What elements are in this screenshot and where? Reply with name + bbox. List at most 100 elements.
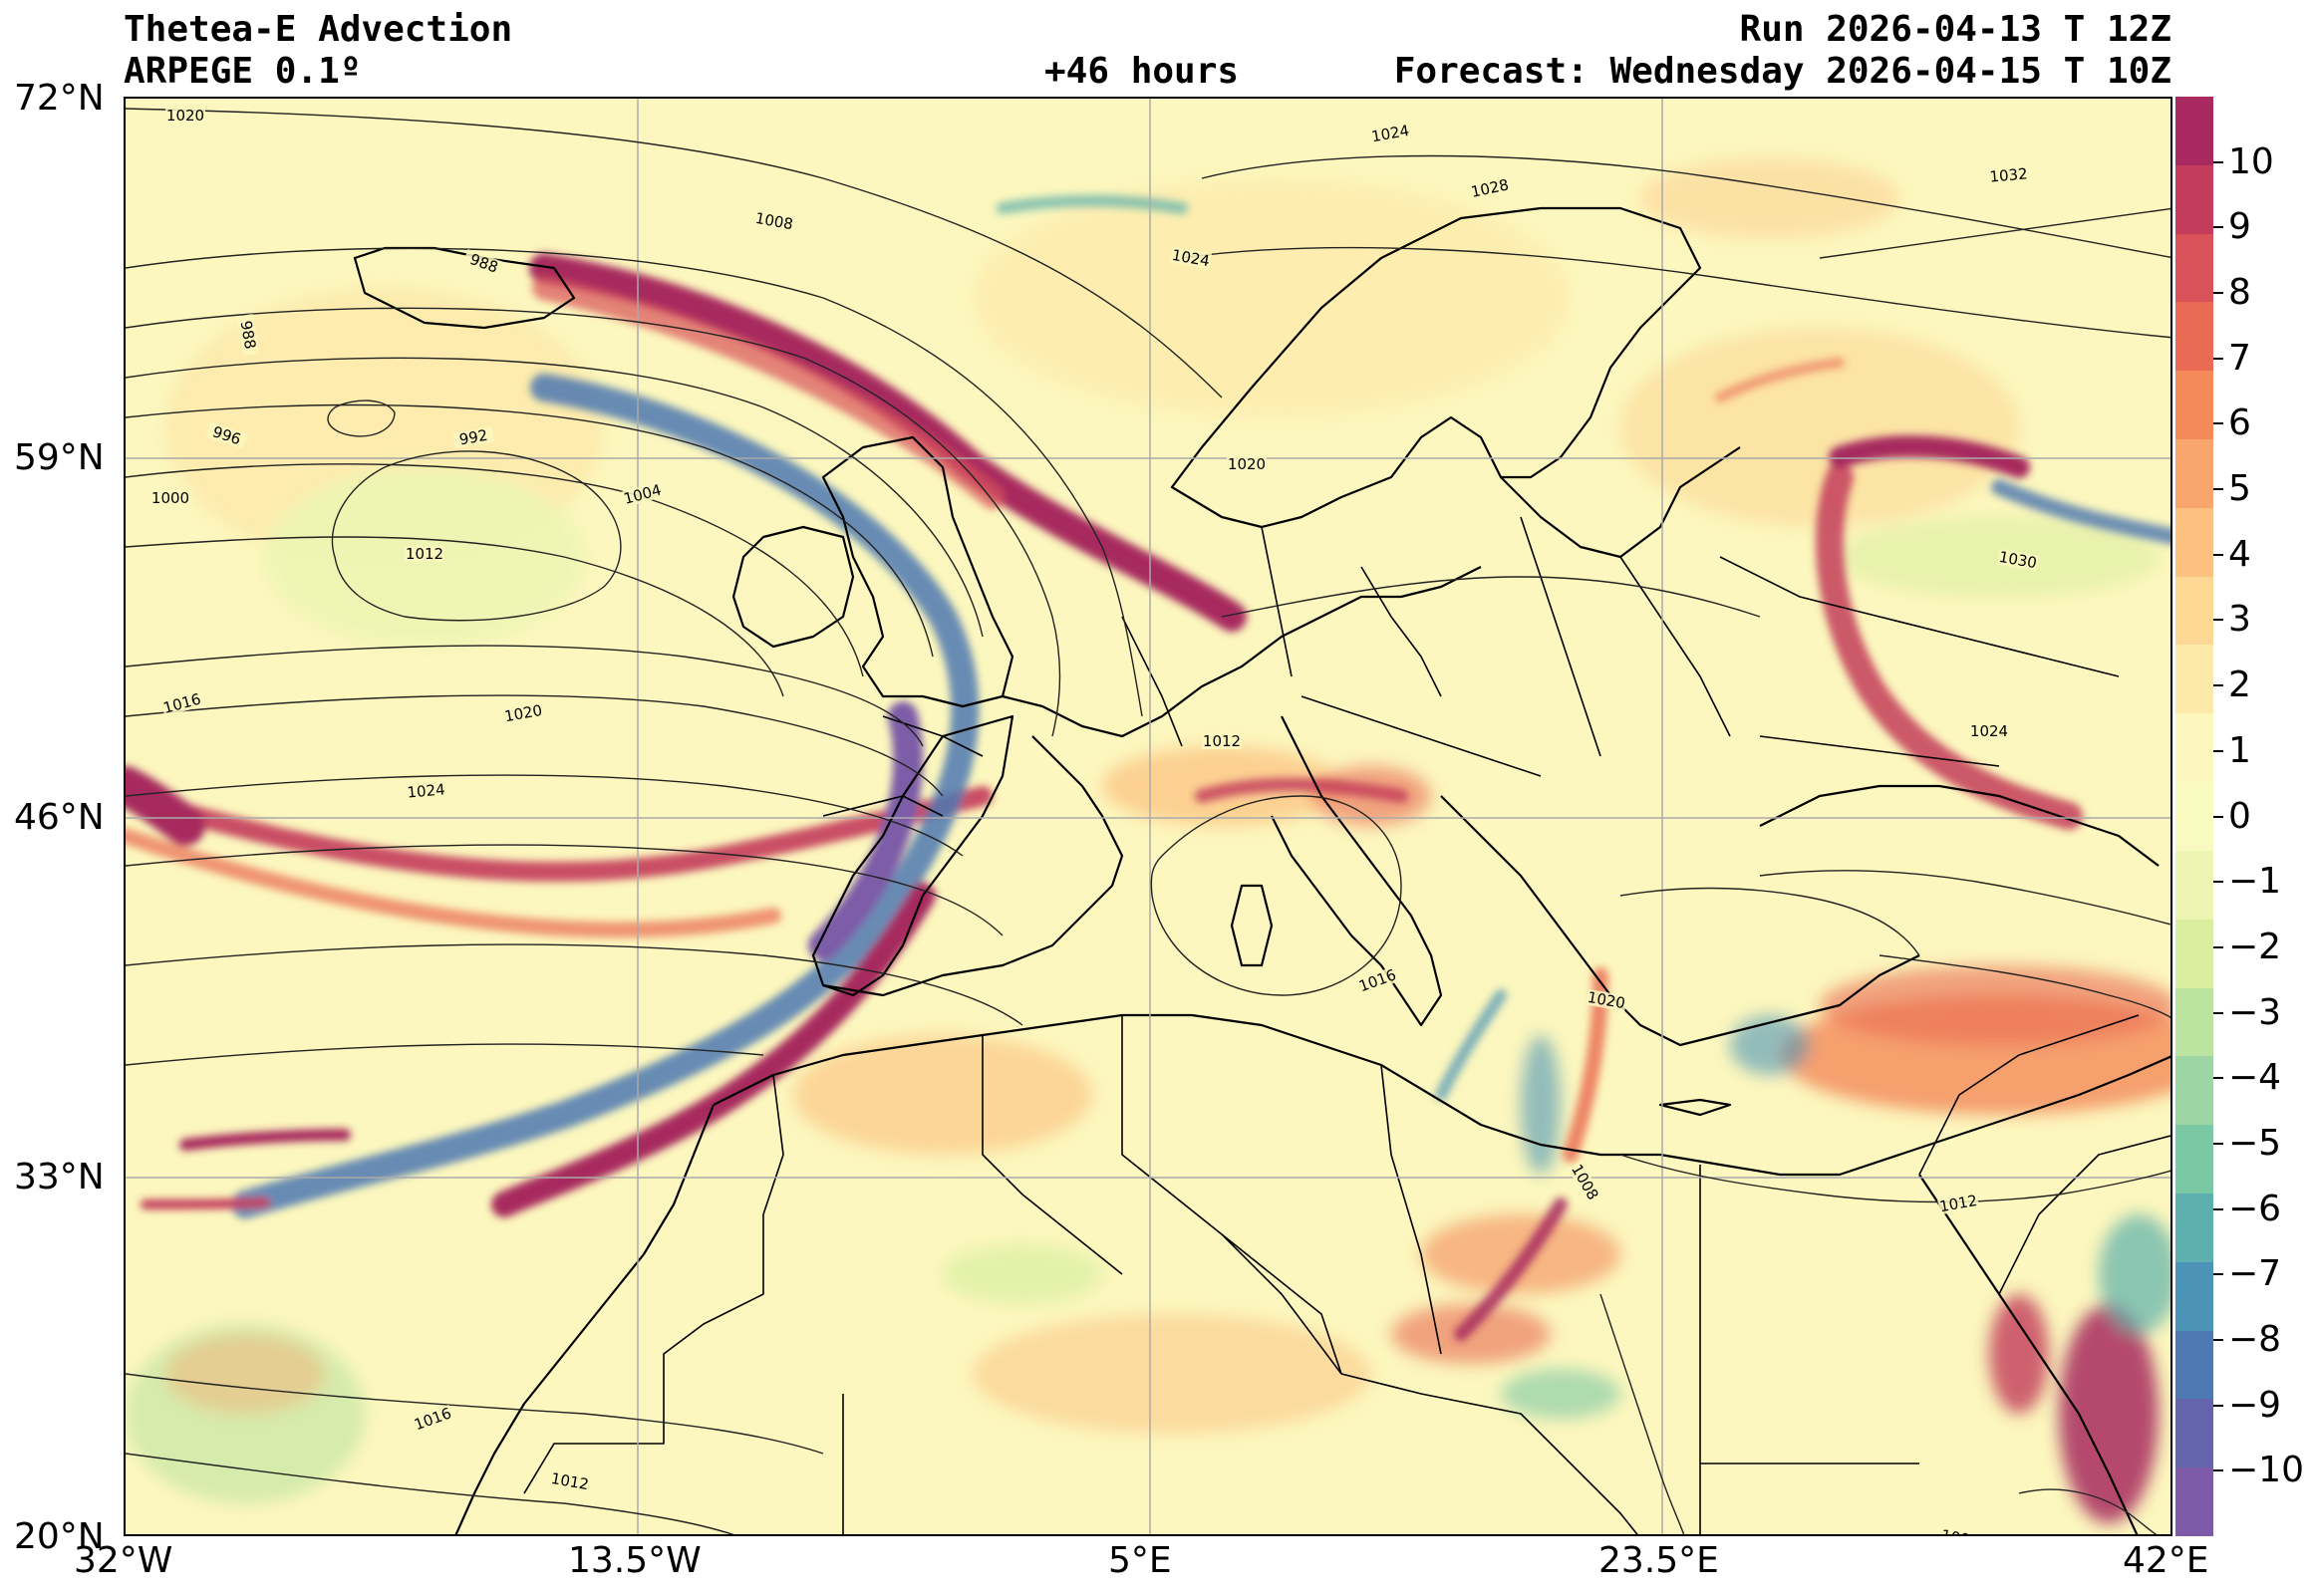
- isobar: [126, 403, 934, 658]
- isobar-label: 1000: [151, 489, 189, 507]
- colorbar-tick-label: 6: [2228, 402, 2251, 443]
- britain-coast: [821, 435, 1014, 708]
- isobar: [1221, 576, 1761, 618]
- warm-front: [141, 1197, 270, 1209]
- border: [1998, 1135, 2170, 1295]
- colorbar-tick-label: 7: [2228, 338, 2251, 379]
- border: [1759, 735, 2000, 767]
- colorbar-tick: [2213, 881, 2223, 883]
- western-europe-coast: [1002, 566, 1482, 738]
- isobar: [126, 1453, 734, 1534]
- warm-band: [1195, 777, 1408, 803]
- colorbar-tick: [2213, 422, 2223, 424]
- isobar-label-bg: [405, 546, 444, 562]
- colorbar-tick: [2213, 1077, 2223, 1079]
- colorbar-band: [2175, 988, 2213, 1056]
- isobar-label-bg: [205, 421, 249, 450]
- cold-band: [1991, 479, 2170, 545]
- lat-label: 20°N: [14, 1516, 105, 1557]
- red-sea-coast: [1998, 1293, 2139, 1534]
- colorbar-tick-label: −4: [2228, 1057, 2282, 1098]
- warm-patch: [793, 1035, 1092, 1155]
- isobar: [126, 943, 1023, 1026]
- warm-patch: [1989, 1294, 2049, 1414]
- isobar-label-bg: [1585, 988, 1627, 1012]
- graticule: [126, 99, 2170, 1534]
- isobar-label-bg: [1369, 122, 1412, 145]
- map-panel[interactable]: 1020 1024 1028 1032 1008 988 988 996 992 1000 1004…: [124, 97, 2172, 1536]
- coastlines-and-borders: [353, 206, 2170, 1534]
- colorbar-tick: [2213, 750, 2223, 752]
- isobar-label-bg: [502, 701, 545, 725]
- isobar: [126, 536, 784, 697]
- isobar: [2018, 1488, 2158, 1534]
- isobar-label-bg: [1169, 246, 1212, 270]
- isobar: [331, 450, 622, 622]
- balkans-coast: [1440, 795, 1920, 1047]
- warm-band: [1715, 358, 1845, 402]
- isobar-label: 1024: [1970, 722, 2008, 740]
- colorbar-band: [2175, 302, 2213, 371]
- scandinavia-coast: [1170, 206, 1702, 529]
- lat-label: 46°N: [14, 797, 105, 838]
- isobar-label-bg: [236, 314, 260, 357]
- isobar: [1819, 207, 2170, 259]
- colorbar-tick: [2213, 161, 2223, 163]
- isobar-label-bg: [1468, 176, 1512, 201]
- warm-patch: [1640, 158, 1899, 238]
- cold-patch: [1730, 1015, 1810, 1075]
- warm-patch: [2059, 1304, 2159, 1523]
- cold-patch: [1521, 1035, 1561, 1175]
- lon-label: 23.5°E: [1598, 1540, 1719, 1581]
- isobar-label: 1008: [1940, 1526, 1981, 1536]
- colorbar-band: [2175, 645, 2213, 713]
- colorbar-band: [2175, 713, 2213, 782]
- border: [1221, 1233, 1342, 1375]
- isobar-label: 1032: [1989, 164, 2029, 185]
- colorbar-tick: [2213, 226, 2223, 228]
- colorbar-tick-label: 9: [2228, 206, 2251, 247]
- colorbar-tick-label: −7: [2228, 1253, 2282, 1294]
- colorbar-tick-label: 3: [2228, 599, 2251, 640]
- warm-patch: [165, 1334, 325, 1414]
- colorbar-band: [2175, 1125, 2213, 1194]
- colorbar-tick-label: −9: [2228, 1385, 2282, 1426]
- isobar: [1759, 870, 2170, 926]
- border: [1121, 616, 1183, 747]
- colorbar-band: [2175, 371, 2213, 439]
- colorbar-band: [2175, 1194, 2213, 1262]
- warm-front: [1829, 435, 2030, 478]
- isobar-label: 988: [237, 319, 260, 350]
- colorbar-band: [2175, 1399, 2213, 1467]
- italy-coast: [1271, 715, 1443, 1027]
- lon-label: 13.5°W: [568, 1540, 702, 1581]
- colorbar-band: [2175, 508, 2213, 577]
- isobar-label-bg: [621, 481, 665, 508]
- colorbar-tick-label: 1: [2228, 730, 2251, 771]
- isobar: [126, 1043, 764, 1066]
- warm-band: [126, 766, 205, 846]
- colorbar-band: [2175, 165, 2213, 234]
- ireland-coast: [731, 525, 855, 649]
- colorbar-tick-label: 10: [2228, 141, 2274, 182]
- cold-front: [231, 374, 980, 1218]
- colorbar-tick: [2213, 1273, 2223, 1275]
- colorbar-tick: [2213, 1143, 2223, 1145]
- lat-label: 59°N: [14, 437, 105, 478]
- cold-band: [1435, 989, 1507, 1101]
- colorbar-tick: [2213, 1469, 2223, 1471]
- forecast-label: Forecast: Wednesday 2026-04-15 T 10Z: [1393, 51, 2171, 92]
- isobar-label-bg: [462, 248, 506, 278]
- colorbar-tick: [2213, 1208, 2223, 1210]
- border: [1340, 1373, 1638, 1534]
- isobar-label-bg: [160, 690, 204, 717]
- cold-patch: [2099, 1214, 2170, 1334]
- isobar: [126, 247, 1143, 717]
- atlantic-africa-coast: [454, 1104, 716, 1534]
- colorbar-band: [2175, 851, 2213, 920]
- colorbar-tick-label: 0: [2228, 796, 2251, 837]
- warm-patch: [1620, 328, 2019, 527]
- isobar: [126, 645, 924, 747]
- colorbar-band: [2175, 97, 2213, 165]
